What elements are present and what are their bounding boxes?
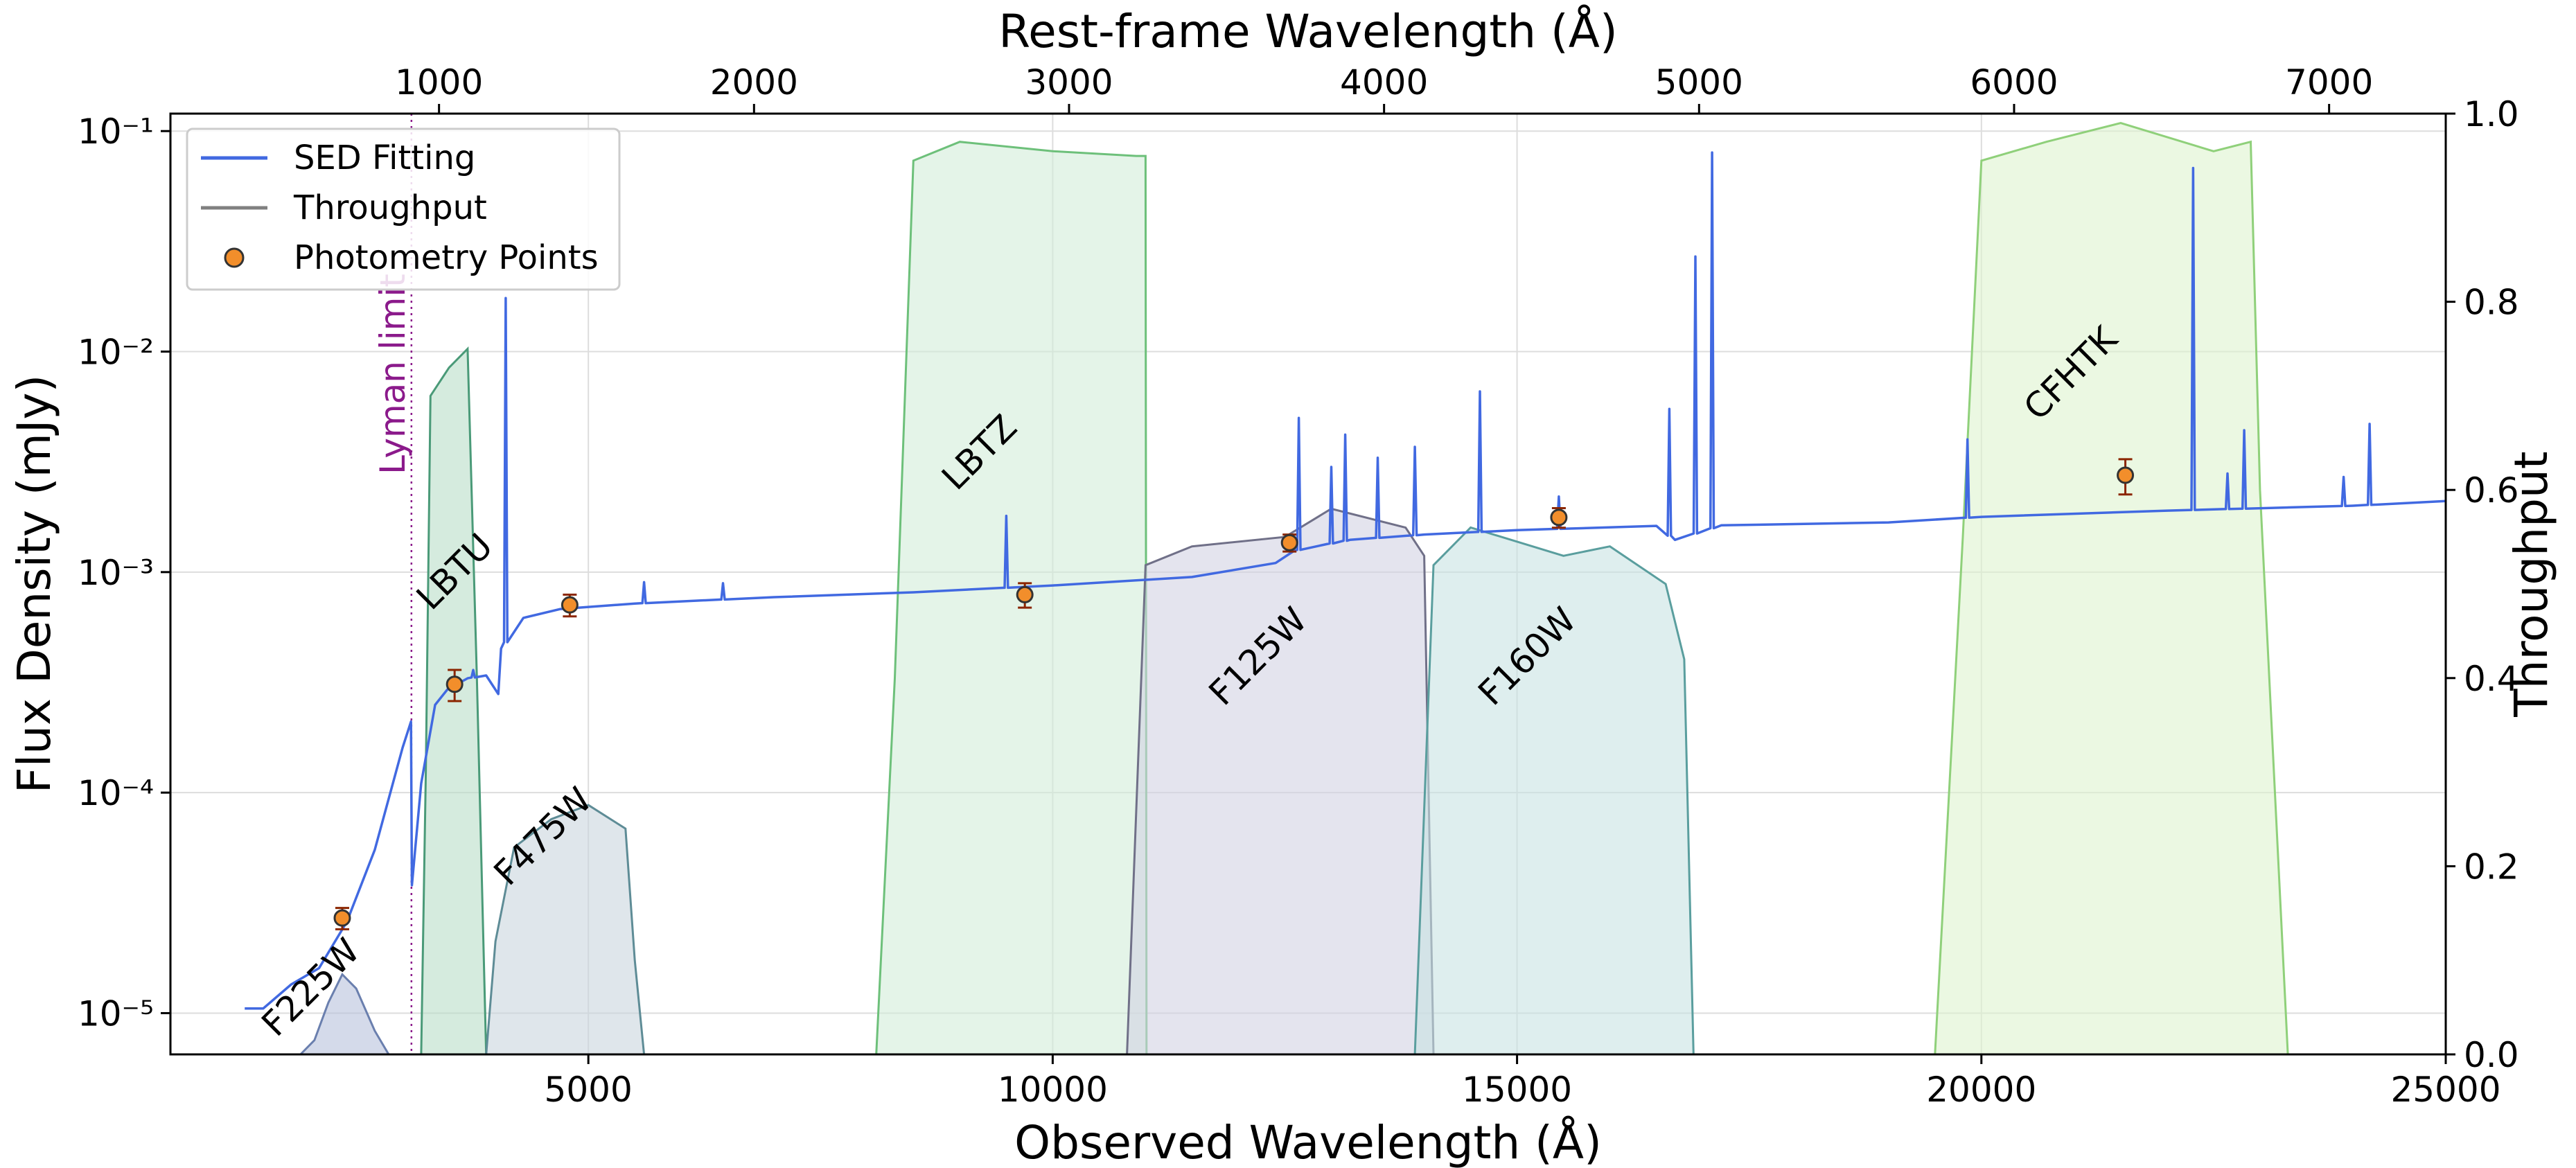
filter-edge-cfhtk: [1934, 122, 2289, 1055]
axes: 5000 10000 15000 20000 25000 1000 2000 3000 4000…: [8, 5, 2558, 1168]
filter-band-f125w: [1127, 508, 1433, 1054]
y2-tick-label: 0.8: [2464, 283, 2519, 323]
plot-frame: [169, 112, 2447, 1056]
x2-tick-label: 7000: [2285, 62, 2373, 103]
x2-tick-label: 5000: [1655, 62, 1743, 103]
x2-tick-label: 4000: [1340, 62, 1428, 103]
y-axis-title: Flux Density (mJy): [8, 375, 61, 793]
y2-axis-title: Throughput: [2505, 451, 2558, 717]
filter-band-f225w: [300, 974, 389, 1054]
legend-entry: SED Fitting: [294, 139, 475, 177]
x-tick-label: 10000: [998, 1070, 1108, 1110]
photometry-point-f125w: [1280, 533, 1298, 553]
y2-tick-label: 0.4: [2464, 659, 2519, 699]
filter-bands: [299, 122, 2289, 1056]
plot-border: [169, 112, 2447, 1056]
x-tick-label: 20000: [1926, 1070, 2036, 1110]
filter-edge-f160w: [1413, 526, 1695, 1055]
photometry-point-cfhtk: [2117, 458, 2135, 496]
y-tick-label: 10⁻⁴: [78, 773, 154, 813]
y-tick-label: 10⁻²: [78, 333, 154, 373]
photometry-marker: [1016, 585, 1034, 603]
lyman-limit-label: Lyman limit: [373, 274, 413, 475]
photometry-point-lbtu: [445, 669, 464, 702]
legend: SED Fitting Throughput Photometry Points: [186, 127, 621, 291]
y2-tick-label: 0.0: [2464, 1035, 2519, 1075]
y2-tick-label: 0.2: [2464, 847, 2519, 887]
photometry-marker: [445, 675, 464, 693]
filter-band-cfhtk: [1934, 123, 2288, 1055]
filter-edge-f225w: [299, 973, 390, 1056]
sed-fitting-line: [245, 151, 2446, 1010]
x2-tick-label: 6000: [1970, 62, 2058, 103]
y2-tick-label: 1.0: [2464, 94, 2519, 134]
x2-tick-label: 2000: [710, 62, 798, 103]
photometry-point-lbtz: [1016, 582, 1034, 609]
x-tick-label: 5000: [545, 1070, 633, 1110]
legend-entry: Photometry Points: [294, 238, 599, 277]
photometry-point-f475w: [561, 593, 579, 618]
sed-fitting-series: [245, 151, 2446, 1010]
photometry-point-f225w: [333, 907, 351, 930]
photometry-series: [333, 458, 2135, 930]
legend-box: [186, 127, 621, 291]
photometry-marker: [561, 596, 579, 614]
filter-edge-f125w: [1126, 507, 1435, 1055]
filter-band-f475w: [486, 805, 644, 1054]
x-axis-title: Observed Wavelength (Å): [1014, 1116, 1602, 1168]
x-tick-label: 25000: [2390, 1070, 2500, 1110]
x2-tick-label: 1000: [395, 62, 483, 103]
filter-band-lbtz: [876, 141, 1147, 1055]
y-tick-label: 10⁻⁵: [78, 993, 154, 1034]
y-tick-label: 10⁻¹: [78, 112, 154, 152]
y2-tick-label: 0.6: [2464, 470, 2519, 511]
photometry-marker: [1550, 508, 1568, 527]
filter-edge-f475w: [485, 804, 646, 1055]
filter-band-f160w: [1415, 527, 1694, 1054]
legend-entry: Throughput: [293, 188, 487, 227]
y-tick-label: 10⁻³: [78, 553, 154, 593]
x-tick-label: 15000: [1462, 1070, 1572, 1110]
photometry-marker: [333, 909, 351, 927]
x2-tick-label: 3000: [1025, 62, 1113, 103]
photometry-marker: [1280, 533, 1298, 551]
legend-swatch-marker: [224, 247, 245, 268]
photometry-point-f160w: [1550, 507, 1568, 529]
photometry-marker: [2117, 466, 2135, 484]
x2-axis-title: Rest-frame Wavelength (Å): [998, 5, 1617, 58]
